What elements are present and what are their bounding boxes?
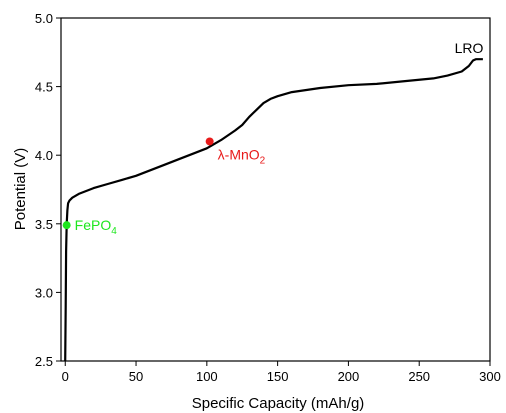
x-tick-label: 0 <box>62 369 69 384</box>
x-tick-label: 50 <box>129 369 143 384</box>
y-tick-label: 3.5 <box>35 217 53 232</box>
y-tick-label: 2.5 <box>35 354 53 369</box>
x-axis-title: Specific Capacity (mAh/g) <box>192 395 365 412</box>
point-marker <box>205 137 214 146</box>
y-axis-title: Potential (V) <box>12 148 29 231</box>
ticks-layer: 0 50 100 150 200 250 300 2.5 3.0 3.5 4.0 4.5 5.0 <box>35 11 501 384</box>
points-layer: FePO4 λ-MnO2 LRO <box>62 40 484 237</box>
x-tick-label: 300 <box>479 369 501 384</box>
series-annotation: LRO <box>455 40 484 56</box>
plot-frame <box>60 17 491 362</box>
point-label: λ-MnO2 <box>218 146 266 166</box>
x-tick-label: 100 <box>196 369 218 384</box>
point-marker <box>62 221 71 230</box>
x-tick-label: 150 <box>267 369 289 384</box>
y-tick-label: 5.0 <box>35 11 53 26</box>
y-tick-label: 4.0 <box>35 148 53 163</box>
line-layer <box>64 58 483 362</box>
y-tick-label: 4.5 <box>35 80 53 95</box>
series-line <box>64 58 483 362</box>
x-tick-label: 200 <box>338 369 360 384</box>
x-tick-label: 250 <box>408 369 430 384</box>
y-tick-label: 3.0 <box>35 285 53 300</box>
point-label: FePO4 <box>75 217 118 237</box>
